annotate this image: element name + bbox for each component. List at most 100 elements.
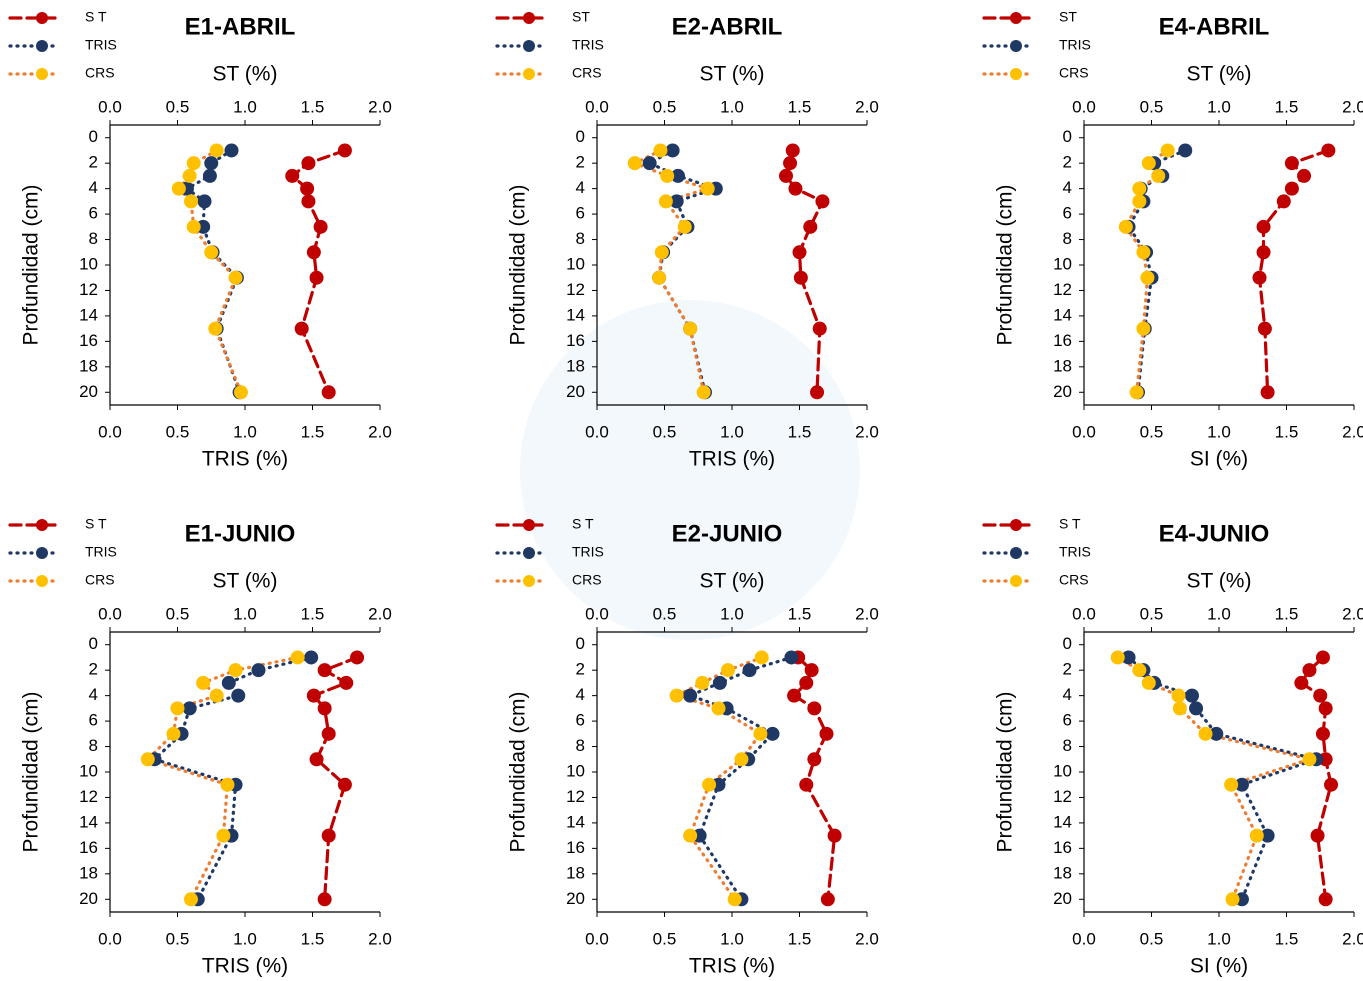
legend-label: TRIS	[1059, 37, 1091, 53]
chart-panel: 0.0 0.0 0.5 0.5 1.0 1.0 1.5 1.5 2.0 2.0 0 2 4 6 8 10 12 1…	[8, 516, 392, 978]
y-tick-label: 20	[566, 889, 585, 908]
data-point	[653, 143, 668, 158]
top-tick-label: 2.0	[1342, 97, 1363, 116]
y-tick-label: 18	[566, 356, 585, 375]
top-tick-label: 0.0	[1072, 97, 1096, 116]
top-tick-label: 0.5	[653, 604, 677, 623]
bottom-tick-label: 0.0	[1072, 929, 1096, 948]
data-point	[652, 270, 667, 285]
legend-marker	[1010, 40, 1022, 52]
data-point	[350, 650, 365, 665]
data-point	[300, 181, 315, 196]
y-tick-label: 2	[89, 153, 98, 172]
series-line	[1257, 148, 1330, 394]
data-point	[820, 892, 835, 907]
data-point	[793, 270, 808, 285]
bottom-tick-label: 0.5	[653, 422, 677, 441]
y-tick-label: 8	[576, 229, 585, 248]
x-axis-label: TRIS (%)	[689, 955, 775, 978]
legend-marker	[36, 40, 48, 52]
data-point	[317, 892, 332, 907]
chart-panel: 0.0 0.0 0.5 0.5 1.0 1.0 1.5 1.5 2.0 2.0 0 2 4 6 8 10 12 1…	[982, 9, 1363, 471]
y-tick-label: 8	[1063, 736, 1072, 755]
data-point	[696, 385, 711, 400]
legend-marker	[1010, 519, 1022, 531]
data-point	[304, 650, 319, 665]
data-point	[216, 828, 231, 843]
bottom-tick-label: 2.0	[368, 929, 392, 948]
data-point	[1140, 270, 1155, 285]
y-tick-label: 18	[79, 356, 98, 375]
legend-label: CRS	[572, 572, 602, 588]
data-point	[742, 663, 757, 678]
data-point	[765, 726, 780, 741]
data-point	[669, 194, 684, 209]
legend-marker	[523, 547, 535, 559]
data-point	[233, 385, 248, 400]
legend-marker	[523, 68, 535, 80]
data-point	[1302, 752, 1317, 767]
chart-panel: 0.0 0.0 0.5 0.5 1.0 1.0 1.5 1.5 2.0 2.0 0 2 4 6 8 10 12 1…	[495, 516, 879, 978]
data-point	[1256, 245, 1271, 260]
data-point	[799, 675, 814, 690]
bottom-tick-label: 0.0	[585, 929, 609, 948]
legend-label: ST	[572, 9, 590, 25]
data-point	[224, 143, 239, 158]
data-point	[309, 752, 324, 767]
data-point	[1171, 688, 1186, 703]
top-tick-label: 0.0	[1072, 604, 1096, 623]
data-point	[819, 726, 834, 741]
watermark	[520, 300, 860, 640]
legend-marker	[36, 547, 48, 559]
data-point	[251, 663, 266, 678]
data-point	[642, 156, 657, 171]
data-point	[1318, 892, 1333, 907]
data-point	[734, 752, 749, 767]
data-point	[171, 181, 186, 196]
bottom-tick-label: 0.0	[585, 422, 609, 441]
data-point	[1315, 726, 1330, 741]
data-point	[140, 752, 155, 767]
data-point	[1249, 828, 1264, 843]
y-tick-label: 8	[89, 229, 98, 248]
data-point	[779, 168, 793, 183]
legend-marker	[523, 575, 535, 587]
legend-label: TRIS	[85, 544, 117, 560]
series-line	[1299, 655, 1333, 901]
chart-title: E4-JUNIO	[1159, 520, 1270, 547]
y-tick-label: 12	[1053, 280, 1072, 299]
legend-label: TRIS	[85, 37, 117, 53]
data-point	[184, 892, 198, 907]
data-point	[1252, 270, 1267, 285]
data-point	[727, 892, 742, 907]
legend-label: S T	[85, 9, 107, 25]
chart-title: E2-JUNIO	[672, 520, 783, 547]
y-axis-label: Profundidad (cm)	[994, 691, 1017, 852]
top-tick-label: 1.0	[233, 97, 257, 116]
bottom-tick-label: 0.0	[98, 929, 122, 948]
data-point	[654, 245, 669, 260]
data-point	[1132, 194, 1147, 209]
x-axis-label: TRIS (%)	[202, 955, 288, 978]
data-point	[815, 194, 830, 209]
legend-label: S T	[85, 516, 107, 532]
data-point	[1129, 385, 1144, 400]
legend-label: TRIS	[1059, 544, 1091, 560]
y-tick-label: 14	[566, 305, 585, 324]
bottom-tick-label: 1.0	[1207, 929, 1231, 948]
legend-marker	[1010, 575, 1022, 587]
data-point	[1178, 143, 1193, 158]
y-tick-label: 14	[1053, 812, 1072, 831]
series-line	[685, 655, 793, 901]
data-point	[204, 245, 219, 260]
y-tick-label: 4	[576, 685, 585, 704]
data-point	[827, 828, 842, 843]
legend-marker	[523, 12, 535, 24]
data-point	[313, 219, 328, 234]
bottom-tick-label: 0.5	[166, 929, 190, 948]
y-tick-label: 18	[1053, 863, 1072, 882]
data-point	[1132, 181, 1147, 196]
data-point	[677, 219, 692, 234]
data-point	[702, 777, 717, 792]
